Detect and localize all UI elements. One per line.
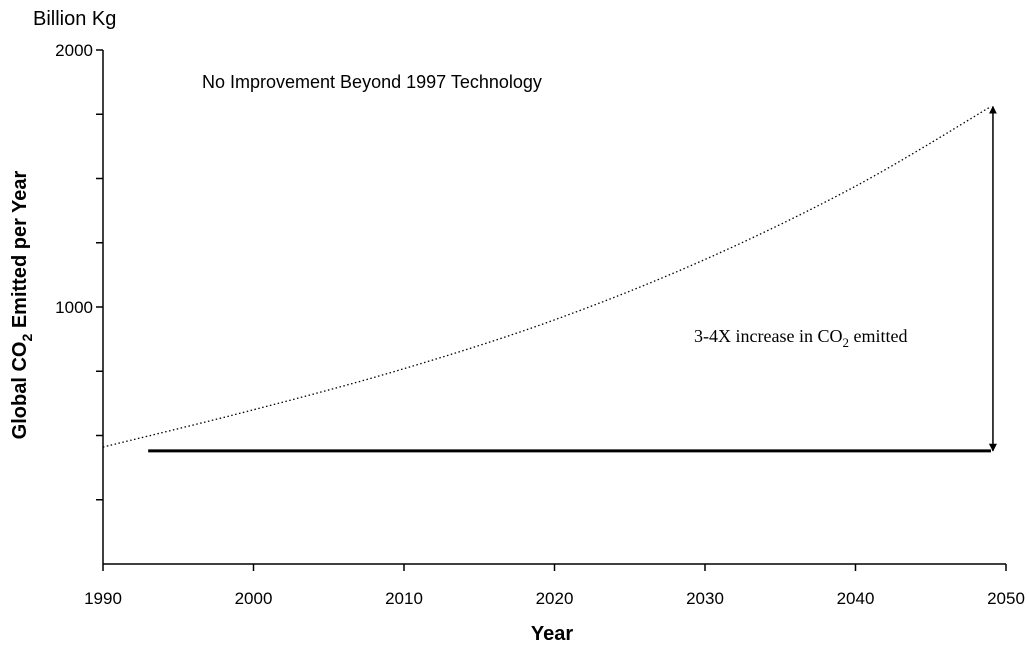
increase-annotation-pre: 3-4X increase in CO: [694, 326, 842, 346]
series-line-projection: [102, 105, 992, 448]
increase-annotation-post: emitted: [849, 326, 907, 346]
unit-label: Billion Kg: [33, 8, 116, 30]
x-tick-label: 2010: [385, 589, 423, 608]
y-tick-label: 2000: [55, 41, 93, 60]
increase-annotation-sub: 2: [842, 335, 849, 350]
x-tick-label: 2040: [837, 589, 875, 608]
y-axis-title-sub: 2: [19, 334, 35, 342]
series-layer: [102, 105, 992, 453]
x-tick-label: 2020: [536, 589, 574, 608]
x-axis-title: Year: [531, 623, 573, 645]
y-tick-label: 1000: [55, 298, 93, 317]
y-ticks: 1000 2000: [55, 41, 103, 501]
y-axis-title: Global CO2 Emitted per Year: [9, 170, 35, 439]
x-tick-label: 1990: [84, 589, 122, 608]
y-axis-title-main: Global CO: [9, 342, 31, 440]
y-axis-title-rest: Emitted per Year: [9, 170, 31, 333]
x-tick-label: 2030: [686, 589, 724, 608]
x-ticks: 1990 2000 2010 2020 2030 2040 2050: [84, 564, 1025, 608]
chart-title: No Improvement Beyond 1997 Technology: [202, 72, 542, 92]
x-tick-label: 2000: [235, 589, 273, 608]
increase-annotation: 3-4X increase in CO2 emitted: [694, 326, 907, 350]
x-tick-label: 2050: [987, 589, 1025, 608]
